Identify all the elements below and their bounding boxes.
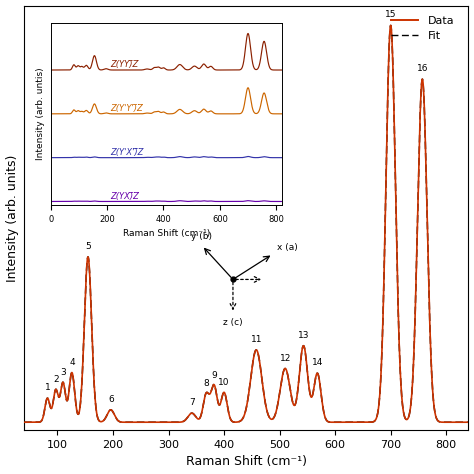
Text: 15: 15	[385, 10, 396, 19]
Text: 10: 10	[219, 377, 230, 386]
X-axis label: Raman Shift (cm⁻¹): Raman Shift (cm⁻¹)	[186, 456, 307, 468]
Text: z (c): z (c)	[223, 318, 243, 327]
Text: 8: 8	[203, 379, 209, 388]
Text: 16: 16	[417, 64, 428, 73]
Text: 9: 9	[211, 371, 217, 380]
Text: x (a): x (a)	[277, 243, 298, 252]
Text: 6: 6	[108, 395, 114, 404]
Text: 5: 5	[85, 242, 91, 251]
Text: 4: 4	[69, 358, 75, 367]
Text: 2: 2	[53, 375, 59, 384]
Text: 13: 13	[298, 331, 309, 340]
Text: 3: 3	[60, 368, 66, 377]
Text: 14: 14	[312, 358, 323, 367]
Text: 11: 11	[251, 335, 262, 344]
Text: y (b): y (b)	[191, 232, 212, 241]
Y-axis label: Intensity (arb. units): Intensity (arb. units)	[6, 154, 18, 282]
Text: 1: 1	[45, 383, 50, 392]
Legend: Data, Fit: Data, Fit	[386, 11, 458, 46]
Text: 7: 7	[189, 398, 195, 407]
Text: 12: 12	[280, 354, 291, 363]
